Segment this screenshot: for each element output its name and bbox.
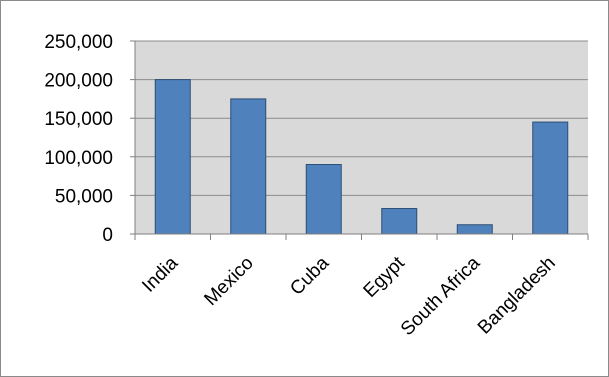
x-tick-label: Bangladesh [474, 253, 560, 339]
x-tick-label: India [138, 252, 182, 296]
y-tick-label: 200,000 [44, 71, 113, 92]
y-tick-label: 50,000 [55, 186, 113, 207]
x-tick-label: Cuba [286, 252, 333, 299]
bar [154, 79, 191, 235]
x-tick-label: Mexico [200, 253, 257, 310]
y-tick-label: 250,000 [44, 32, 113, 53]
x-tick-label: South Africa [397, 252, 485, 340]
bar [456, 224, 493, 235]
plot-area-background [135, 41, 588, 234]
bar [381, 208, 418, 235]
bar [305, 164, 342, 235]
bar [230, 98, 267, 235]
y-tick-label: 100,000 [44, 148, 113, 169]
y-tick-label: 150,000 [44, 109, 113, 130]
bar [532, 121, 569, 235]
y-tick-label: 0 [102, 225, 113, 246]
x-tick-label: Egypt [360, 252, 410, 302]
